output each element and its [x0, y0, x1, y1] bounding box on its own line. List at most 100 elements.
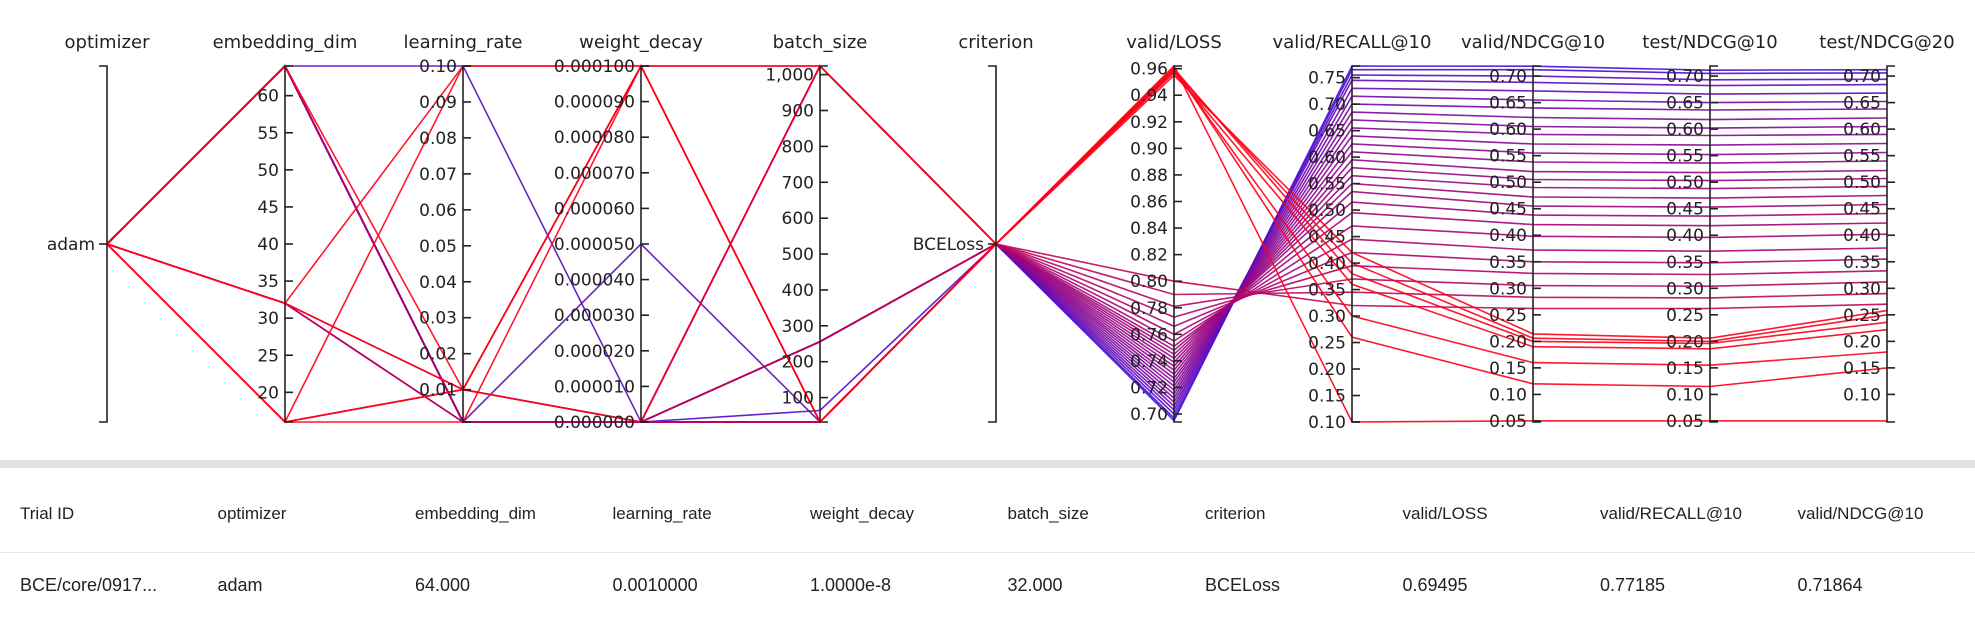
tick-label: 0.000030 [554, 306, 635, 326]
tick-label: 0.15 [1308, 387, 1346, 407]
cell-batch-size: 32.000 [988, 553, 1186, 617]
tick-label: adam [47, 235, 95, 255]
col-header-learning-rate[interactable]: learning_rate [593, 476, 791, 553]
tick-label: 0.45 [1666, 200, 1704, 220]
axis-test-ndcg-10: test/NDCG@100.050.100.150.200.250.300.35… [1642, 32, 1777, 432]
tick-label: 0.15 [1666, 359, 1704, 379]
tick-label: 0.84 [1130, 219, 1168, 239]
tick-label: 0.60 [1308, 148, 1346, 168]
col-header-valid-recall10[interactable]: valid/RECALL@10 [1580, 476, 1778, 553]
col-header-trial-id[interactable]: Trial ID [0, 476, 198, 553]
axis-title: embedding_dim [213, 32, 358, 53]
tick-label: 0.50 [1308, 201, 1346, 221]
axis-title: test/NDCG@20 [1819, 32, 1954, 53]
tick-label: 0.000040 [554, 271, 635, 291]
cell-trial-id[interactable]: BCE/core/0917... [0, 553, 198, 617]
tick-label: 0.30 [1489, 279, 1527, 299]
cell-optimizer: adam [198, 553, 396, 617]
axis-title: valid/LOSS [1126, 32, 1222, 53]
tick-label: 0.65 [1489, 94, 1527, 114]
axis-title: test/NDCG@10 [1642, 32, 1777, 53]
tick-label: 0.70 [1308, 95, 1346, 115]
tick-label: 0.25 [1308, 334, 1346, 354]
tick-label: 0.000090 [554, 93, 635, 113]
tick-label: 0.000010 [554, 377, 635, 397]
tick-label: 0.74 [1130, 352, 1168, 372]
axis-valid-recall-10: valid/RECALL@100.100.150.200.250.300.350… [1273, 32, 1432, 433]
col-header-criterion[interactable]: criterion [1185, 476, 1383, 553]
trials-table: Trial ID optimizer embedding_dim learnin… [0, 476, 1975, 617]
tick-label: 0.90 [1130, 139, 1168, 159]
col-header-valid-loss[interactable]: valid/LOSS [1383, 476, 1581, 553]
tick-label: 0.000080 [554, 128, 635, 148]
col-header-optimizer[interactable]: optimizer [198, 476, 396, 553]
tick-label: 0.70 [1130, 405, 1168, 425]
tick-label: 1,000 [765, 66, 814, 86]
tick-label: 45 [257, 198, 279, 218]
tick-label: 50 [257, 161, 279, 181]
tick-label: 0.65 [1666, 94, 1704, 114]
axis-valid-loss: valid/LOSS0.700.720.740.760.780.800.820.… [1126, 32, 1222, 425]
tick-label: 100 [782, 389, 814, 409]
axis-test-ndcg-20: test/NDCG@200.100.150.200.250.300.350.40… [1819, 32, 1954, 422]
tick-label: 0.10 [1843, 385, 1881, 405]
tick-label: 0.45 [1843, 200, 1881, 220]
tick-label: 0.70 [1489, 67, 1527, 87]
cell-embedding-dim: 64.000 [395, 553, 593, 617]
tick-label: 0.55 [1489, 147, 1527, 167]
tick-label: 0.88 [1130, 166, 1168, 186]
cell-valid-loss: 0.69495 [1383, 553, 1581, 617]
tick-label: 0.15 [1843, 359, 1881, 379]
col-header-valid-ndcg10[interactable]: valid/NDCG@10 [1778, 476, 1975, 553]
tick-label: 0.35 [1308, 281, 1346, 301]
tick-label: 0.65 [1308, 122, 1346, 142]
trial-lines [107, 66, 1887, 422]
tick-label: 0.000070 [554, 164, 635, 184]
tick-label: 0.03 [419, 309, 457, 329]
tick-label: 0.000000 [554, 413, 635, 433]
col-header-weight-decay[interactable]: weight_decay [790, 476, 988, 553]
trial-line [107, 66, 1887, 390]
col-header-batch-size[interactable]: batch_size [988, 476, 1186, 553]
tick-label: 0.35 [1843, 253, 1881, 273]
axis-title: valid/NDCG@10 [1461, 32, 1605, 53]
table-row[interactable]: BCE/core/0917... adam 64.000 0.0010000 1… [0, 553, 1975, 617]
tick-label: 0.05 [1666, 412, 1704, 432]
tick-label: 40 [257, 235, 279, 255]
cell-weight-decay: 1.0000e-8 [790, 553, 988, 617]
tick-label: 400 [782, 281, 814, 301]
tick-label: 0.72 [1130, 378, 1168, 398]
tick-label: 0.82 [1130, 246, 1168, 266]
tick-label: 0.35 [1489, 253, 1527, 273]
col-header-embedding-dim[interactable]: embedding_dim [395, 476, 593, 553]
axis-weight-decay: weight_decay0.0000000.0000100.0000200.00… [554, 32, 703, 433]
tick-label: 0.45 [1489, 200, 1527, 220]
tick-label: 0.30 [1843, 279, 1881, 299]
tick-label: 55 [257, 124, 279, 144]
tick-label: 0.000100 [554, 57, 635, 77]
tick-label: 0.45 [1308, 228, 1346, 248]
tick-label: 900 [782, 102, 814, 122]
tick-label: 0.86 [1130, 192, 1168, 212]
axis-title: valid/RECALL@10 [1273, 32, 1432, 53]
trial-line [107, 244, 1887, 422]
tick-label: 0.30 [1308, 307, 1346, 327]
axis-title: criterion [958, 32, 1033, 53]
table-header-row: Trial ID optimizer embedding_dim learnin… [0, 476, 1975, 553]
tick-label: 0.75 [1308, 69, 1346, 89]
trial-line [107, 244, 1887, 422]
tick-label: 0.50 [1489, 173, 1527, 193]
tick-label: 300 [782, 317, 814, 337]
parallel-coordinates-svg: optimizeradamembedding_dim20253035404550… [0, 0, 1975, 460]
tick-label: 0.25 [1843, 306, 1881, 326]
tick-label: 0.08 [419, 129, 457, 149]
tick-label: 800 [782, 137, 814, 157]
tick-label: 0.65 [1843, 94, 1881, 114]
axis-bracket [463, 66, 471, 422]
tick-label: 0.40 [1308, 254, 1346, 274]
cell-valid-recall10: 0.77185 [1580, 553, 1778, 617]
tick-label: 0.35 [1666, 253, 1704, 273]
tick-label: 0.10 [1666, 385, 1704, 405]
